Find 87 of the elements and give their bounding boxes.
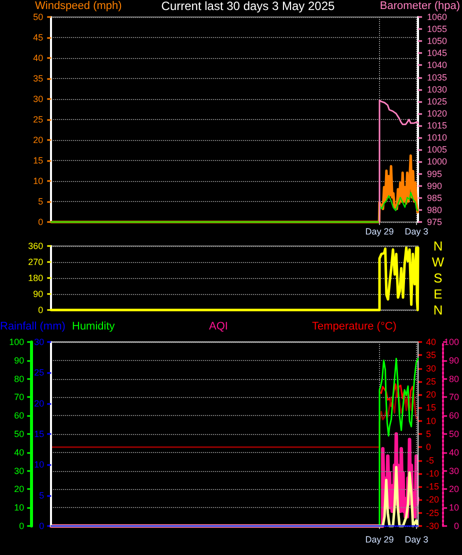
y-tick-label: 10 — [33, 176, 44, 186]
y-tick-label: 50 — [33, 12, 44, 22]
y-tick-label: -30 — [426, 521, 440, 531]
y2-tick-label: 1060 — [427, 12, 448, 22]
y-tick-label: 90 — [33, 289, 44, 299]
text: Temperature (°C) — [312, 320, 396, 332]
y-tick-label: -25 — [426, 508, 440, 518]
y2-tick-label: 995 — [427, 168, 442, 179]
text: Humidity — [72, 320, 116, 332]
chart-title: Current last 30 days 3 May 2025 — [161, 0, 336, 13]
y-tick-label: 5 — [426, 429, 432, 439]
y-tick-label: 25 — [33, 114, 44, 124]
y-tick-label: 30 — [14, 466, 24, 476]
x-tick-label: Day 29 — [365, 534, 394, 544]
y2-tick-label: 1040 — [427, 60, 448, 70]
y2-tick-label: 980 — [427, 204, 442, 215]
y2-tick-label: 1045 — [427, 48, 448, 58]
y-tick-label: 80 — [14, 374, 24, 384]
y2-tick-label: 1015 — [427, 120, 448, 131]
y2-tick-label: 1005 — [427, 144, 448, 155]
y-tick-label: -10 — [426, 468, 440, 478]
x-tick-label: Day 3 — [404, 226, 428, 236]
text: AQI — [209, 320, 228, 332]
y2-tick-label: 20 — [449, 484, 460, 494]
x-tick-label: Day 29 — [365, 226, 394, 236]
y-tick-label: 90 — [14, 355, 24, 366]
y-tick-label: 270 — [28, 257, 44, 267]
y-tick-label: 360 — [28, 241, 44, 251]
y2-tick-label: 60 — [449, 410, 460, 421]
text: Rainfall (mm) — [0, 320, 66, 332]
y2-tick-label: 1030 — [427, 84, 448, 94]
y2-tick-label: 90 — [449, 355, 460, 366]
y2-tick-label: 975 — [427, 217, 442, 227]
y2-tick-label: 80 — [449, 374, 460, 384]
y-tick-label: 60 — [14, 410, 24, 421]
y-tick-label: 20 — [14, 484, 24, 494]
y2-tick-label: 70 — [449, 392, 460, 402]
y2-tick-label: 1020 — [427, 108, 448, 118]
y2-tick-label: 50 — [449, 429, 460, 439]
y-tick-label: 15 — [33, 156, 44, 166]
y2-tick-label: 1035 — [427, 72, 448, 82]
y2-tick-label: 1050 — [427, 36, 448, 46]
x-tick-label: Day 3 — [404, 534, 428, 544]
y-tick-label: -15 — [426, 482, 440, 492]
text: E — [434, 286, 443, 302]
y-tick-label: 0 — [38, 217, 44, 227]
y-axis-title: Windspeed (mph) — [35, 0, 122, 12]
y2-tick-label: 10 — [449, 502, 460, 513]
text: N — [433, 238, 443, 254]
text: S — [434, 270, 443, 286]
y-tick-label: -5 — [426, 455, 434, 466]
y-tick-label: 5 — [38, 196, 44, 206]
y-tick-label: 35 — [33, 74, 44, 84]
y-tick-label: 35 — [426, 350, 436, 360]
y-tick-label: 40 — [14, 447, 24, 458]
y-tick-label: 70 — [14, 392, 24, 402]
y2-tick-label: 1010 — [427, 132, 448, 143]
text: N — [433, 302, 443, 318]
y2-axis-title: Barometer (hpa) — [380, 0, 460, 12]
y-tick-label: 25 — [426, 376, 436, 386]
y-tick-label: 15 — [426, 402, 436, 413]
y-tick-label: 20 — [426, 390, 436, 400]
y-tick-label: 100 — [9, 337, 24, 347]
y-tick-label: 180 — [28, 273, 44, 283]
y-tick-label: 40 — [33, 53, 44, 63]
y-tick-label: 30 — [426, 363, 436, 374]
y2-tick-label: 1025 — [427, 96, 448, 106]
y-tick-label: 0 — [38, 305, 44, 315]
y-tick-label: 0 — [426, 442, 432, 452]
y2-tick-label: 990 — [427, 180, 442, 191]
y-tick-label: 40 — [426, 337, 436, 347]
y2-tick-label: 1000 — [427, 156, 448, 167]
y-tick-label: 10 — [14, 502, 24, 513]
y-tick-label: -20 — [426, 494, 440, 505]
y-tick-label: 10 — [426, 416, 436, 426]
y-tick-label: 0 — [19, 521, 24, 531]
y2-tick-label: 30 — [449, 466, 460, 476]
y-tick-label: 30 — [33, 94, 44, 104]
y2-tick-label: 1055 — [427, 24, 448, 34]
y-tick-label: 20 — [33, 135, 44, 145]
y2-tick-label: 0 — [454, 521, 460, 531]
text: W — [432, 254, 445, 270]
y-tick-label: 50 — [14, 429, 24, 439]
y2-tick-label: 100 — [444, 337, 460, 347]
y2-tick-label: 40 — [449, 447, 460, 458]
y2-tick-label: 985 — [427, 192, 442, 203]
y-tick-label: 45 — [33, 32, 44, 42]
